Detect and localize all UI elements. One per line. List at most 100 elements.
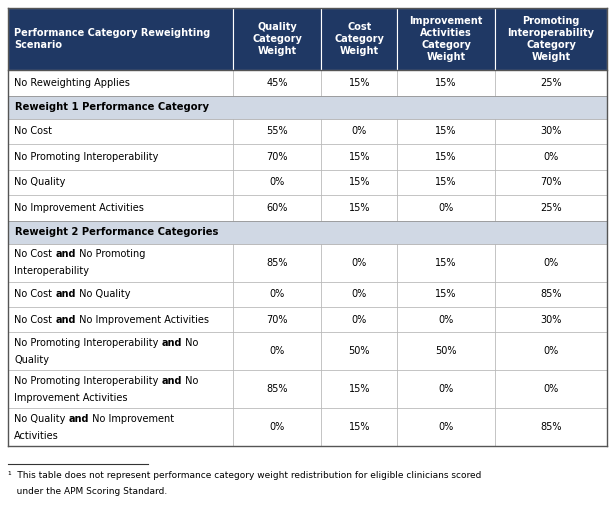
Text: ¹  This table does not represent performance category weight redistribution for : ¹ This table does not represent performa… [8,471,482,481]
Text: 15%: 15% [349,203,370,213]
Text: 0%: 0% [352,126,367,136]
Bar [232,70,321,96]
Text: 15%: 15% [349,78,370,88]
Text: No Cost: No Cost [14,249,55,259]
Text: 0%: 0% [438,385,454,395]
Text: Reweight 2 Performance Categories: Reweight 2 Performance Categories [15,227,218,237]
Bar [232,8,321,70]
Bar [8,195,232,220]
Text: 0%: 0% [544,346,558,357]
Bar [321,243,397,281]
Text: No Improvement Activities: No Improvement Activities [76,315,208,325]
Bar [232,195,321,220]
Text: Cost
Category
Weight: Cost Category Weight [335,22,384,56]
Bar [397,8,495,70]
Bar [321,8,397,70]
Text: No Cost: No Cost [14,126,52,136]
Bar [397,370,495,408]
Text: Activities: Activities [14,431,59,441]
Bar [321,70,397,96]
Bar [8,96,607,118]
Bar [397,408,495,447]
Bar [8,144,232,170]
Bar [397,281,495,307]
Text: 15%: 15% [435,258,457,268]
Text: 0%: 0% [269,289,285,299]
Text: and: and [162,376,182,386]
Text: No: No [182,338,199,348]
Bar [8,220,607,243]
Bar [495,307,607,333]
Bar [8,243,232,281]
Text: and: and [68,414,89,424]
Bar [495,370,607,408]
Text: No Cost: No Cost [14,315,55,325]
Bar [321,370,397,408]
Bar [397,170,495,195]
Text: 0%: 0% [438,315,454,325]
Text: Improvement Activities: Improvement Activities [14,393,127,403]
Text: 0%: 0% [269,177,285,187]
Text: No Improvement: No Improvement [89,414,174,424]
Text: 15%: 15% [435,78,457,88]
Bar [321,118,397,144]
Text: 60%: 60% [266,203,288,213]
Text: No Promoting Interoperability: No Promoting Interoperability [14,152,159,162]
Text: Improvement
Activities
Category
Weight: Improvement Activities Category Weight [410,16,483,62]
Text: 70%: 70% [540,177,561,187]
Bar [8,307,232,333]
Bar [397,333,495,370]
Bar [397,118,495,144]
Bar [495,281,607,307]
Bar [397,144,495,170]
Bar [232,408,321,447]
Bar [232,370,321,408]
Bar [495,408,607,447]
Text: Reweight 1 Performance Category: Reweight 1 Performance Category [15,102,209,112]
Text: 0%: 0% [544,258,558,268]
Text: No: No [182,376,199,386]
Bar [8,170,232,195]
Text: 15%: 15% [435,177,457,187]
Text: Performance Category Reweighting
Scenario: Performance Category Reweighting Scenari… [14,28,210,50]
Text: 0%: 0% [438,423,454,432]
Text: 30%: 30% [541,126,561,136]
Text: 15%: 15% [349,385,370,395]
Text: and: and [55,249,76,259]
Text: 30%: 30% [541,315,561,325]
Text: No Cost: No Cost [14,289,55,299]
Text: and: and [55,289,76,299]
Bar [232,281,321,307]
Bar [397,195,495,220]
Text: Promoting
Interoperability
Category
Weight: Promoting Interoperability Category Weig… [507,16,595,62]
Bar [321,170,397,195]
Text: 85%: 85% [540,423,561,432]
Bar [321,333,397,370]
Bar [8,70,232,96]
Text: 85%: 85% [540,289,561,299]
Text: No Promoting: No Promoting [76,249,145,259]
Text: 15%: 15% [435,126,457,136]
Bar [232,307,321,333]
Bar [495,144,607,170]
Text: and: and [55,315,76,325]
Bar [8,408,232,447]
Text: 85%: 85% [266,385,288,395]
Text: 50%: 50% [435,346,457,357]
Text: 0%: 0% [352,258,367,268]
Text: 85%: 85% [266,258,288,268]
Bar [495,243,607,281]
Bar [495,8,607,70]
Bar [321,307,397,333]
Bar [232,144,321,170]
Text: No Quality: No Quality [14,177,65,187]
Text: No Improvement Activities: No Improvement Activities [14,203,144,213]
Bar [232,243,321,281]
Text: 25%: 25% [540,78,562,88]
Text: 0%: 0% [544,385,558,395]
Text: 0%: 0% [352,289,367,299]
Text: Quality: Quality [14,355,49,365]
Text: 15%: 15% [349,152,370,162]
Text: 0%: 0% [544,152,558,162]
Bar [8,333,232,370]
